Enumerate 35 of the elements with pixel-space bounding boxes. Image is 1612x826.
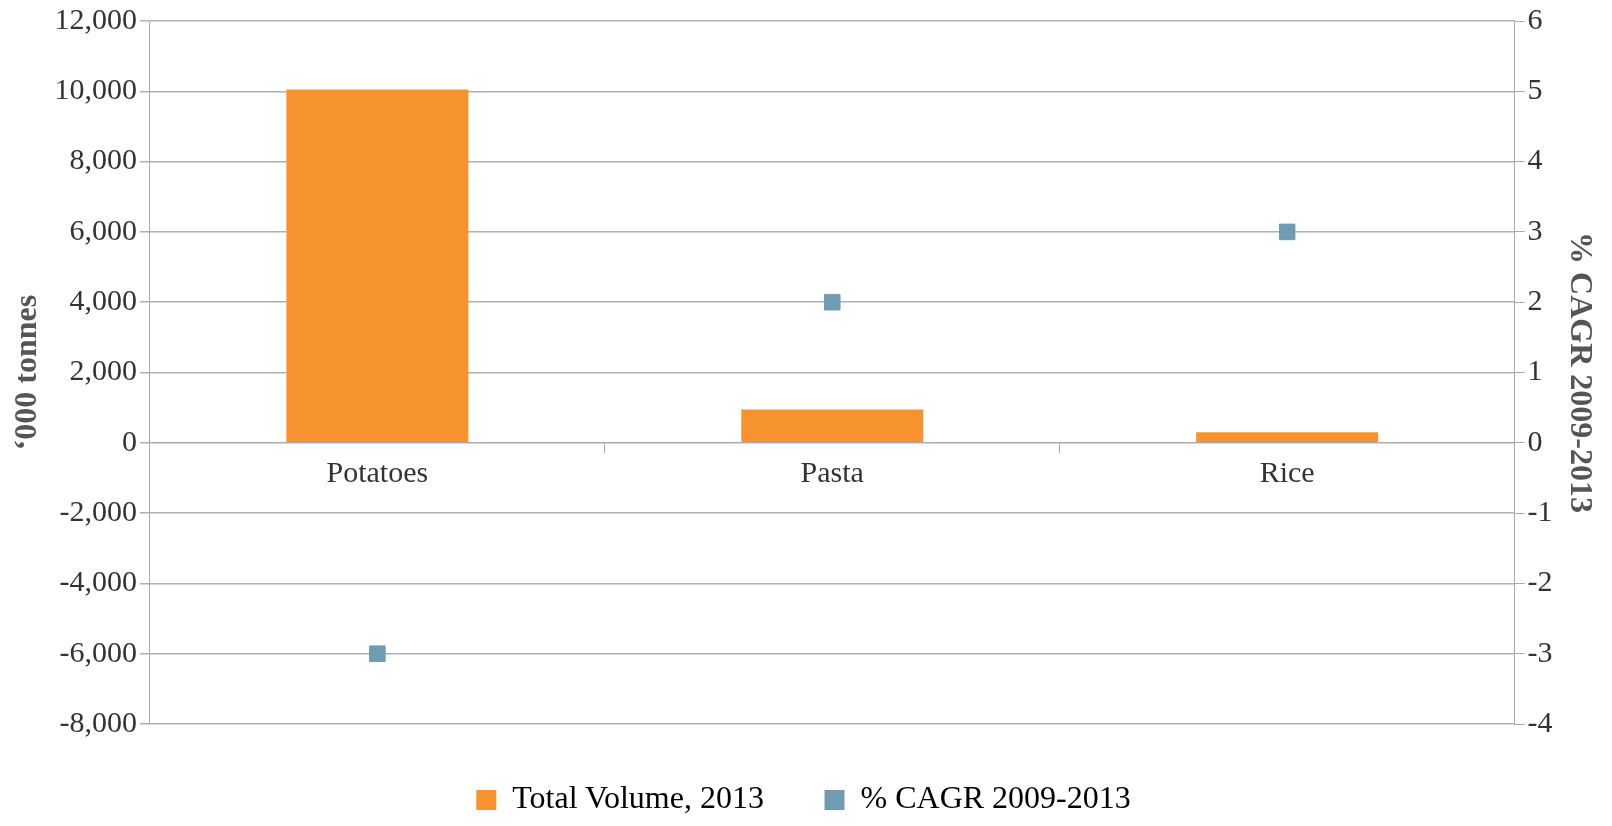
y2-tick-label: 4: [1527, 142, 1543, 176]
y-tick-label: 12,000: [54, 1, 137, 35]
y2-tick-label: -3: [1527, 634, 1553, 668]
point: [823, 293, 841, 311]
y-axis-title: ‘000 tonnes: [7, 294, 44, 451]
y2-tick-label: 6: [1527, 1, 1543, 35]
y2-axis-title: % CAGR 2009-2013: [1563, 232, 1600, 513]
y-tick-label: 2,000: [69, 353, 137, 387]
point: [369, 645, 386, 662]
x-tick-label: Rice: [1259, 454, 1315, 488]
y2-tick-label: -1: [1527, 493, 1553, 527]
y-tick-label: -2,000: [59, 493, 137, 527]
y-tick-label: -4,000: [59, 564, 137, 598]
y2-tick-label: 5: [1527, 72, 1543, 106]
y2-tick-label: 2: [1527, 283, 1543, 317]
y-tick-label: -6,000: [59, 634, 137, 668]
y-tick-label: 6,000: [69, 212, 137, 246]
y-tick-label: 10,000: [54, 72, 137, 106]
y-tick-label: 4,000: [69, 283, 137, 317]
y-tick-label: 0: [121, 423, 137, 457]
point: [1278, 223, 1296, 241]
y2-tick-label: -4: [1527, 704, 1553, 738]
y-tick-label: 8,000: [69, 142, 137, 176]
legend-label: Total Volume, 2013: [512, 779, 764, 816]
bar: [741, 409, 924, 443]
legend-label: % CAGR 2009-2013: [860, 779, 1131, 816]
y-tick-label: -8,000: [59, 704, 137, 738]
y2-tick-label: 0: [1527, 423, 1543, 457]
y2-tick-label: 1: [1527, 353, 1543, 387]
y2-tick-label: 3: [1527, 212, 1543, 246]
bar: [286, 89, 469, 443]
bar: [1196, 432, 1379, 443]
x-tick-label: Pasta: [800, 454, 864, 488]
x-tick-label: Potatoes: [326, 454, 429, 488]
y2-tick-label: -2: [1527, 564, 1553, 598]
